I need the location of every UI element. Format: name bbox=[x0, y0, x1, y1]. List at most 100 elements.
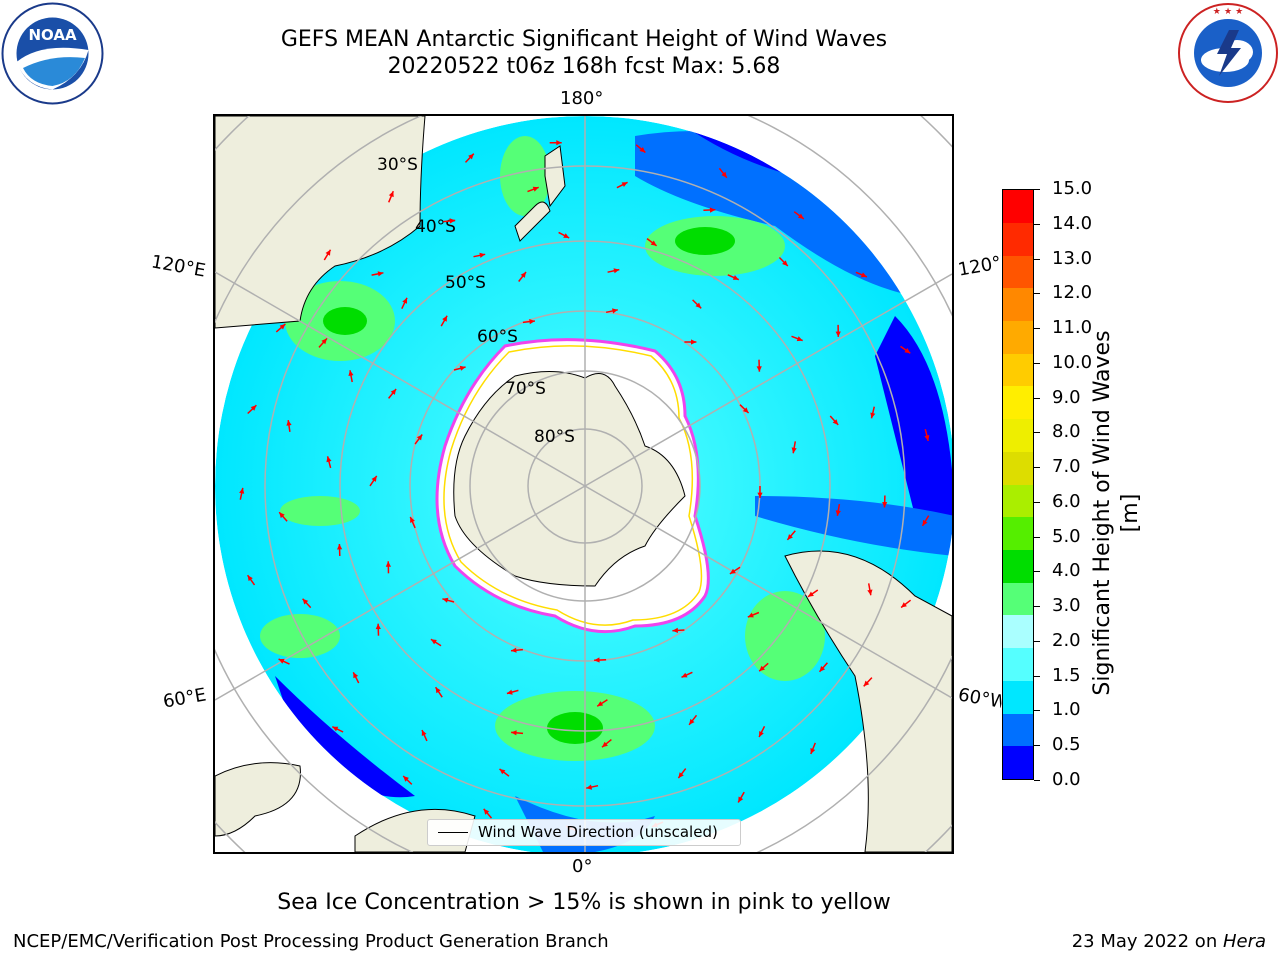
wave-direction-arrow-head bbox=[922, 519, 928, 526]
colorbar-tick-mark bbox=[1034, 571, 1040, 573]
colorbar-segment bbox=[1003, 222, 1033, 256]
colorbar-tick-mark bbox=[1034, 189, 1040, 190]
colorbar-tick-label: 12.0 bbox=[1052, 282, 1093, 304]
wave-direction-arrow-head bbox=[459, 365, 466, 371]
colorbar-tick-label: 3.0 bbox=[1052, 595, 1081, 617]
colorbar-segment bbox=[1003, 615, 1033, 649]
colorbar-segment bbox=[1003, 288, 1033, 321]
wave-peak-region bbox=[675, 227, 735, 255]
wave-direction-arrow-head bbox=[435, 687, 441, 694]
wave-direction-arrow-head bbox=[759, 731, 764, 737]
wave-direction-arrow-head bbox=[385, 561, 391, 567]
wave-direction-arrow-head bbox=[742, 407, 749, 413]
new-zealand-south-island bbox=[514, 201, 551, 242]
colorbar-tick-mark bbox=[1034, 293, 1040, 295]
wave-direction-arrow-head bbox=[756, 366, 762, 372]
colorbar-tick-mark bbox=[1034, 362, 1040, 364]
wave-direction-arrow-head bbox=[612, 308, 618, 314]
lat-label: 70°S bbox=[505, 379, 546, 399]
wave-direction-arrow-head bbox=[377, 271, 384, 277]
lat-label: 80°S bbox=[534, 427, 575, 447]
wave-direction-arrow-head bbox=[860, 272, 867, 278]
colorbar-segment bbox=[1003, 451, 1033, 485]
colorbar-tick-label: 6.0 bbox=[1052, 490, 1081, 512]
svg-text:★ ★ ★: ★ ★ ★ bbox=[1213, 7, 1243, 17]
colorbar-tick-mark bbox=[1034, 745, 1040, 747]
wave-direction-arrow-head bbox=[882, 502, 888, 508]
colorbar-tick-label: 9.0 bbox=[1052, 386, 1081, 408]
wave-direction-arrow-head bbox=[375, 623, 381, 630]
wave-direction-arrow-head bbox=[279, 512, 285, 519]
sea-ice-note: Sea Ice Concentration > 15% is shown in … bbox=[277, 890, 891, 915]
colorbar-segment bbox=[1003, 713, 1033, 747]
colorbar-tick-mark bbox=[1034, 432, 1040, 434]
australia-landmass bbox=[215, 116, 426, 329]
lon-label-bottom: 0° bbox=[572, 856, 593, 877]
wave-direction-arrow-head bbox=[721, 171, 727, 178]
wave-direction-arrow-head bbox=[449, 218, 456, 224]
wave-direction-arrow-head bbox=[904, 348, 911, 354]
legend-label: Wind Wave Direction (unscaled) bbox=[478, 823, 718, 841]
colorbar-tick-mark bbox=[1034, 606, 1040, 608]
colorbar-tick-label: 1.5 bbox=[1052, 664, 1081, 686]
colorbar-segment bbox=[1003, 353, 1033, 387]
wave-direction-arrow-head bbox=[681, 672, 688, 678]
colorbar-segment bbox=[1003, 190, 1033, 223]
wave-direction-arrow-head bbox=[613, 268, 620, 274]
wave-direction-arrow-head bbox=[421, 730, 427, 736]
wave-direction-arrow-head bbox=[402, 297, 407, 304]
noaa-logo: NOAA bbox=[1, 2, 104, 105]
wave-direction-arrow-head bbox=[506, 689, 513, 695]
colorbar-tick-label: 5.0 bbox=[1052, 525, 1081, 547]
wave-direction-arrow-head bbox=[479, 252, 486, 258]
wave-direction-arrow-head bbox=[639, 147, 646, 153]
wave-direction-arrow-head bbox=[747, 612, 754, 618]
wave-direction-arrow-head bbox=[586, 784, 593, 790]
colorbar-segment bbox=[1003, 746, 1033, 779]
wave-direction-arrow-head bbox=[442, 315, 448, 322]
colorbar-tick-label: 11.0 bbox=[1052, 317, 1093, 339]
footer-date-text: 23 May 2022 on bbox=[1071, 931, 1223, 952]
wave-direction-arrow-head bbox=[901, 602, 907, 608]
wave-direction-arrow-head bbox=[602, 741, 608, 748]
africa-landmass bbox=[215, 762, 301, 837]
colorbar-segment bbox=[1003, 680, 1033, 714]
colorbar-segment bbox=[1003, 582, 1033, 616]
colorbar-tick-mark bbox=[1034, 258, 1040, 260]
map-legend: Wind Wave Direction (unscaled) bbox=[427, 819, 741, 846]
wave-direction-arrow-head bbox=[371, 475, 377, 482]
wave-direction-arrow-head bbox=[403, 776, 409, 782]
colorbar-segment bbox=[1003, 419, 1033, 452]
lat-label: 60°S bbox=[477, 327, 518, 347]
wave-direction-arrow-head bbox=[759, 665, 765, 672]
colorbar-tick-mark bbox=[1034, 640, 1040, 642]
wave-direction-arrow-head bbox=[757, 492, 763, 498]
wave-high-region bbox=[260, 614, 340, 658]
wave-direction-arrow-head bbox=[326, 456, 332, 463]
wave-direction-arrow-head bbox=[286, 420, 292, 426]
colorbar-segment bbox=[1003, 386, 1033, 420]
wave-direction-arrow-head bbox=[621, 182, 628, 187]
colorbar-tick-mark bbox=[1034, 710, 1040, 712]
lat-label: 50°S bbox=[445, 273, 486, 293]
legend-line-sample bbox=[438, 832, 468, 833]
wave-direction-arrow-head bbox=[390, 389, 397, 395]
wave-direction-arrow-head bbox=[520, 272, 526, 278]
wave-direction-arrow-head bbox=[499, 769, 506, 775]
colorbar-segment bbox=[1003, 320, 1033, 354]
chart-title: GEFS MEAN Antarctic Significant Height o… bbox=[280, 27, 888, 52]
wave-direction-arrow-head bbox=[529, 319, 535, 325]
wave-direction-arrow-head bbox=[835, 510, 841, 516]
colorbar-tick-label: 13.0 bbox=[1052, 247, 1093, 269]
antarctica-landmass bbox=[453, 370, 686, 587]
wave-direction-arrow-head bbox=[332, 726, 339, 732]
wave-direction-arrow-head bbox=[819, 666, 826, 672]
wave-direction-arrow-head bbox=[353, 672, 359, 679]
wave-direction-arrow-head bbox=[650, 240, 657, 246]
wave-direction-arrow-head bbox=[867, 589, 873, 596]
wave-direction-arrow-head bbox=[870, 412, 876, 419]
colorbar-tick-label: 2.0 bbox=[1052, 629, 1081, 651]
lat-label: 30°S bbox=[377, 155, 418, 175]
wave-direction-arrow-head bbox=[924, 435, 930, 441]
colorbar-tick-label: 0.5 bbox=[1052, 734, 1081, 756]
